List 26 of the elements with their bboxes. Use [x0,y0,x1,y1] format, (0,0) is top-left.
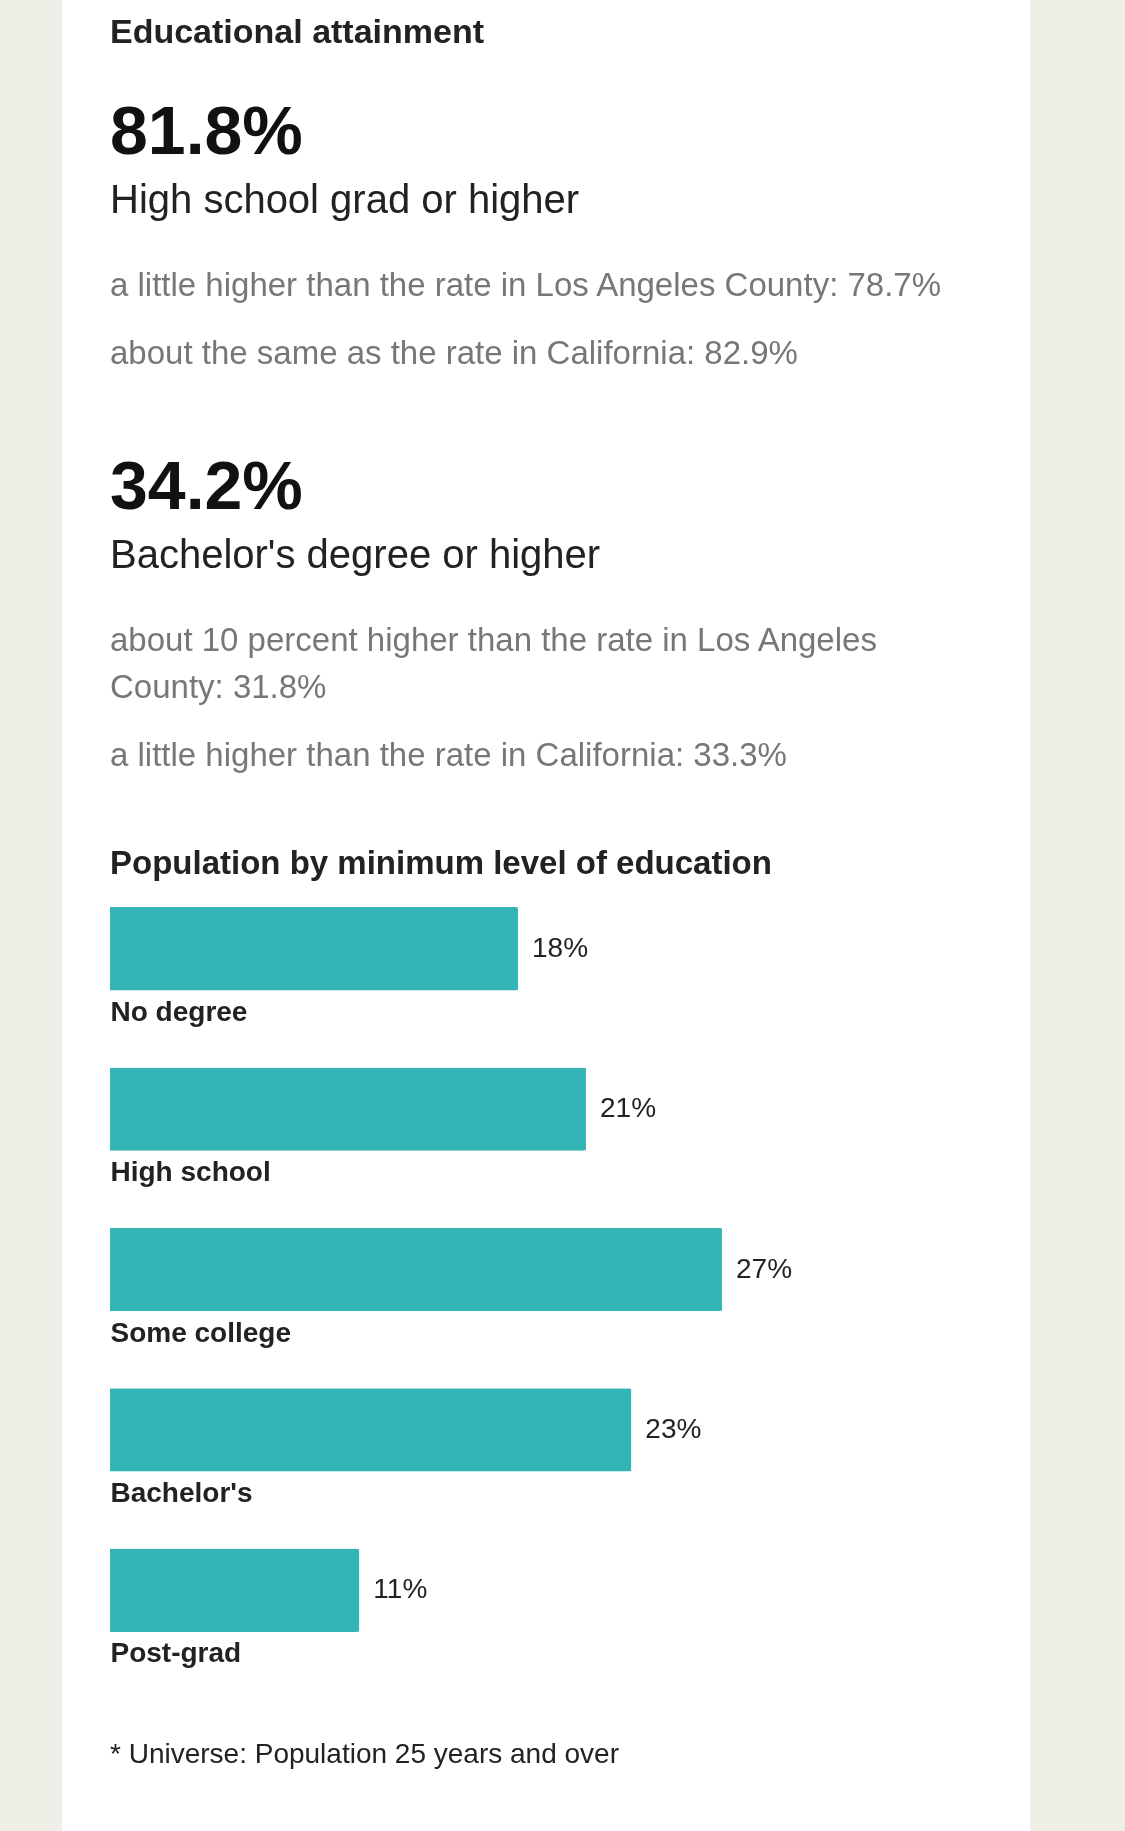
text: * Universe: Population 25 years and over [110,1737,620,1770]
y-tick-label: High school [110,1156,271,1188]
bar [110,1227,722,1312]
y-tick-label: No degree [110,995,248,1027]
bar [110,1388,632,1472]
bar [110,1548,360,1632]
y-tick-label: Bachelor's [110,1476,253,1508]
text: a little higher than the rate in California: 33.3% [110,734,788,775]
data-label: 23% [645,1412,702,1444]
text: about the same as the rate in California: 82.9% [110,333,799,374]
bar [110,906,518,991]
text: Educational attainment [110,12,486,51]
data-label: 11% [373,1573,428,1605]
data-label: 27% [736,1252,793,1284]
text: 81.8% [110,91,304,169]
bar [110,1067,586,1151]
text: a little higher than the rate in Los Angeles County: 78.7% [110,265,943,305]
y-tick-label: Post-grad [110,1637,242,1669]
data-label: 18% [532,931,589,963]
y-tick-label: Some college [110,1316,292,1348]
text: 34.2% [110,446,304,525]
text: about 10 percent higher than the rate in Los Angeles County: 31.8% [110,620,878,707]
chart-title: Population by minimum level of education [110,843,772,881]
text: High school grad or higher [110,177,581,222]
text: Bachelor's degree or higher [110,532,602,578]
data-label: 21% [600,1092,657,1124]
